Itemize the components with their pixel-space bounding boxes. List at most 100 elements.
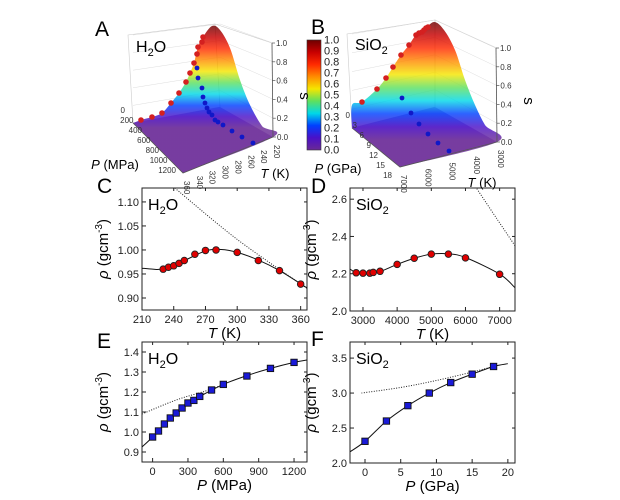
projection-point [209, 112, 215, 118]
colorbar-tick-label: 0.9 [324, 46, 339, 58]
data-point [196, 392, 204, 401]
x-axis-label: P (MPa) [197, 477, 252, 494]
p-axis-symbol: P [315, 161, 324, 176]
surface-edge-point [199, 39, 205, 45]
data-point [219, 380, 227, 389]
s-tick-label: 0.6 [276, 77, 288, 86]
s-tick-label: 0.0 [501, 138, 513, 147]
y-axis-label: ρ (gcm-3) [94, 219, 112, 280]
panel-label-C: C [97, 175, 112, 198]
compound-label: H2O [148, 197, 178, 217]
chart-F: 0 5 10 15 20 2.0 2.5 3.0 3.5 P (GPa) ρ (gcm-3) SiO2 [302, 341, 516, 495]
projection-point [239, 134, 245, 140]
compound-base: H [148, 351, 160, 368]
y-axis-superscript: -3 [302, 377, 313, 386]
surface-edge-point [398, 52, 404, 58]
colorbar-tick-label: 0.0 [324, 145, 339, 157]
data-point [425, 389, 433, 397]
y-axis-symbol: ρ [303, 271, 320, 281]
data-point [369, 268, 377, 277]
projection-point [206, 109, 212, 115]
surface-edge-point [359, 99, 365, 105]
colorbar-tick-label: 1.0 [324, 35, 339, 47]
compound-base: H [136, 39, 148, 56]
data-point [361, 437, 369, 445]
x-axis-symbol: T [416, 326, 427, 343]
surface-edge-point [138, 117, 144, 123]
projection-point [250, 140, 256, 146]
y-axis-unit: (gcm [95, 233, 112, 271]
floor-axes [132, 122, 274, 174]
data-point [201, 246, 210, 255]
x-tick-label: 4000 [385, 315, 409, 327]
compound-subscript: 2 [148, 47, 154, 59]
y-axis-symbol: ρ [303, 424, 320, 434]
projection-point [425, 131, 431, 137]
chart-C: 210 240 270 300 330 360 0.90 0.95 1.00 1.05 1.10 T … [94, 187, 310, 342]
surface-edge-point [159, 110, 165, 116]
curves [142, 359, 307, 448]
data-point [290, 358, 298, 367]
y-tick-label: 1.3 [124, 367, 139, 379]
x-tick-label: 300 [228, 314, 246, 326]
data-point [254, 256, 263, 265]
y-tick-label: 1.05 [118, 221, 139, 233]
surface-edge-point [383, 75, 389, 81]
data-point [154, 427, 163, 435]
p-tick-label: 18 [383, 171, 392, 180]
compound-subscript: 2 [160, 359, 166, 371]
x-tick-label: 15 [466, 467, 478, 479]
surface-edge-point [191, 60, 197, 66]
projection-point [435, 140, 441, 146]
surface-edge-point [406, 42, 412, 48]
s-tick-label: 0.8 [500, 63, 512, 72]
s-tick-label: 1.0 [276, 39, 288, 48]
x-axis-unit: (K) [217, 325, 241, 342]
x-tick-label: 210 [133, 314, 151, 326]
y-tick-label: 0.9 [124, 447, 139, 459]
data-point [275, 266, 284, 275]
s-tick-label: 0.2 [501, 119, 513, 128]
fit-curve [142, 359, 307, 448]
grid-line [351, 19, 498, 49]
colorbar-tick-label: 0.2 [324, 123, 339, 135]
s-axis [495, 47, 498, 143]
p-axis-label: P (MPa) [91, 157, 139, 172]
data-point [190, 396, 198, 405]
curves [350, 363, 508, 453]
projection-point [416, 121, 422, 127]
colorbar-tick-label: 0.4 [324, 101, 339, 113]
y-tick-label: 1.00 [118, 245, 139, 257]
y-tick-label: 3.5 [332, 353, 347, 365]
colorbar-tick-label: 0.8 [324, 57, 339, 69]
y-axis-symbol: ρ [95, 270, 112, 280]
y-tick-label: 1.0 [124, 427, 139, 439]
x-tick-label: 330 [260, 314, 278, 326]
x-axis-unit: (K) [425, 326, 449, 343]
surface-edge-point [176, 90, 182, 96]
compound-base: SiO [356, 197, 383, 214]
x-tick-label: 5000 [419, 315, 443, 327]
data-point [447, 378, 455, 387]
x-tick-label: 0 [362, 467, 368, 479]
colorbar-tick-label: 0.1 [324, 134, 339, 146]
t-tick-label: 4000 [472, 156, 481, 174]
t-tick-label: 260 [246, 155, 255, 169]
x-tick-label: 240 [165, 314, 183, 326]
p-axis-unit: (MPa) [100, 157, 139, 172]
projection-point [199, 85, 205, 91]
chart-D: 3000 4000 5000 6000 7000 2.0 2.2 2.4 2.6 T (K) ρ (… [302, 187, 516, 343]
data-point [148, 433, 157, 441]
data-point [468, 370, 476, 378]
t-tick-label: 280 [233, 160, 242, 174]
floor-axes [351, 127, 498, 168]
surface-edge-point [200, 34, 206, 40]
p-tick-label: 400 [129, 126, 143, 135]
colorbar-scale [306, 39, 322, 151]
compound-label: SiO2 [355, 37, 388, 57]
data-point [393, 260, 401, 269]
projection-point [195, 75, 201, 81]
projection-point [215, 119, 221, 125]
